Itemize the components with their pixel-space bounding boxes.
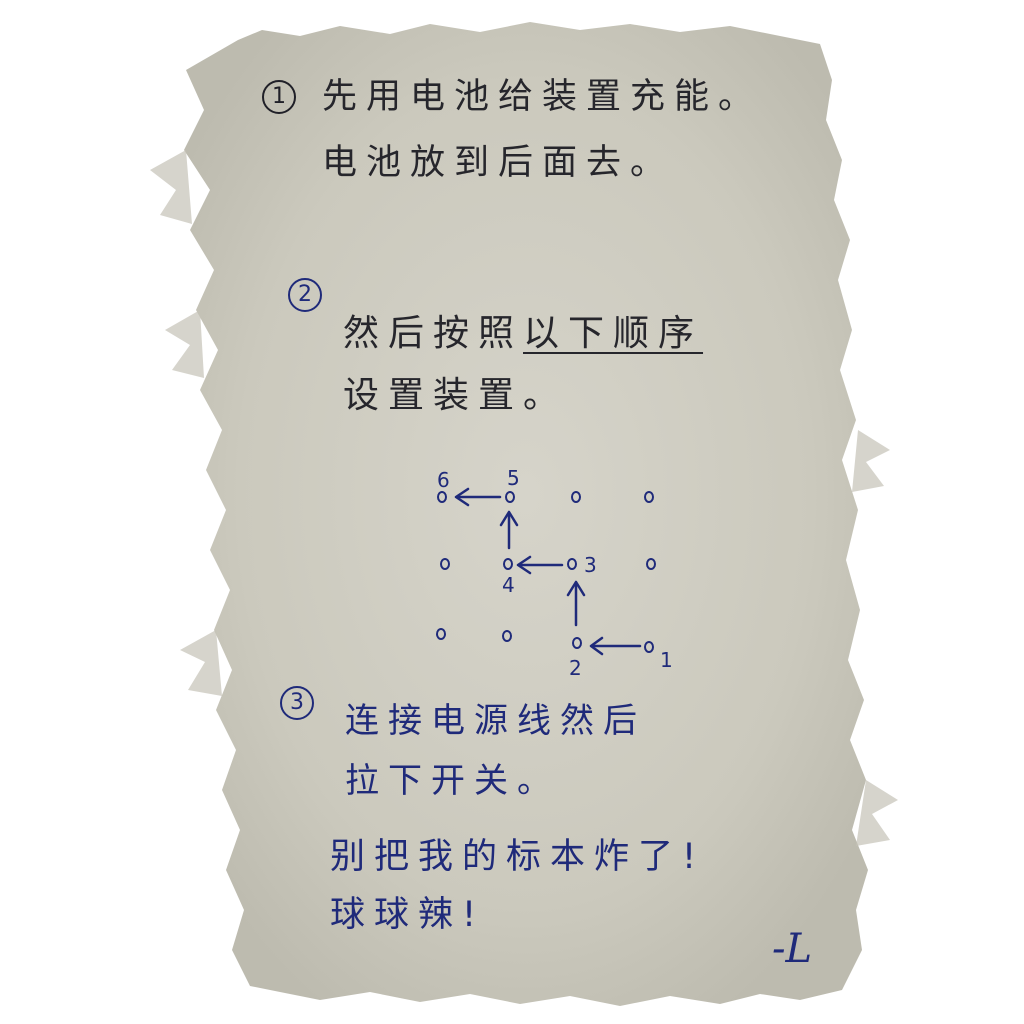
warning-line-1: 别把我的标本炸了! — [330, 837, 706, 877]
step-2-number: 2 — [288, 278, 322, 312]
step-1-line-1: 先用电池给装置充能。 — [322, 77, 763, 117]
warning-line-2: 球球辣! — [330, 895, 486, 935]
step-2-line-1-prefix: 然后按照 — [343, 313, 524, 354]
step-2-line-2: 设置装置。 — [343, 375, 569, 416]
step-2-line-1-underlined: 以下顺序 — [523, 313, 704, 354]
step-3-line-1: 连接电源线然后 — [345, 701, 646, 741]
signature: -L — [772, 926, 813, 972]
step-3-line-2: 拉下开关。 — [345, 761, 560, 801]
step-2-line-1: 然后按照以下顺序 — [343, 316, 703, 352]
step-1-line-2: 电池放到后面去。 — [322, 143, 675, 183]
step-1-number: 1 — [262, 80, 296, 114]
step-3-number: 3 — [280, 686, 314, 720]
